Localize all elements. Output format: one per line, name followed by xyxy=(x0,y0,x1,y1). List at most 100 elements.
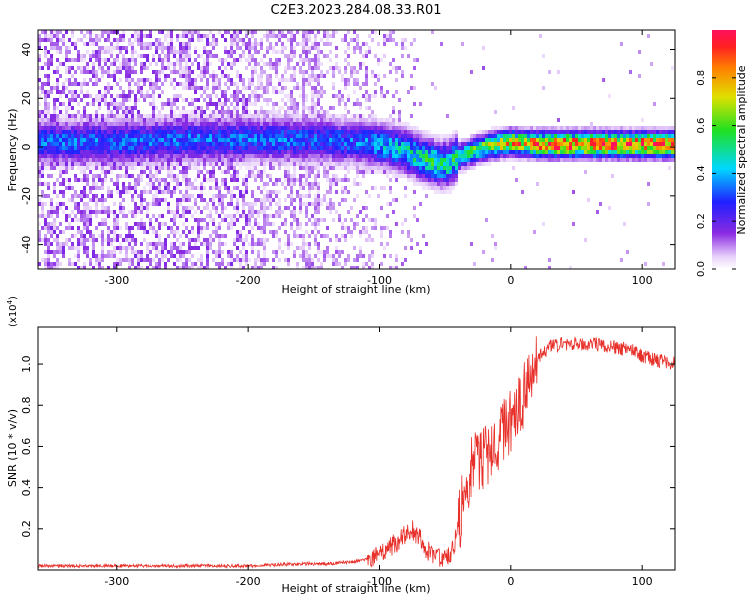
spectrogram-cell xyxy=(251,206,254,210)
spectrogram-cell xyxy=(209,94,212,98)
spectrogram-cell xyxy=(173,242,176,246)
spectrogram-cell xyxy=(371,266,374,269)
spectrogram-cell xyxy=(314,54,317,58)
spectrogram-cell xyxy=(203,98,206,102)
spectrogram-cell xyxy=(203,186,206,190)
spectrogram-cell xyxy=(368,266,371,269)
spectrogram-cell xyxy=(140,178,143,182)
spectrogram-cell xyxy=(326,170,329,174)
spectrogram-cell xyxy=(290,42,293,46)
spectrogram-cell xyxy=(314,198,317,202)
spectrogram-cell xyxy=(137,82,140,86)
spectrogram-cell xyxy=(482,46,485,50)
spectrogram-cell xyxy=(68,142,71,146)
spectrogram-cell xyxy=(62,150,65,154)
spectrogram-cell xyxy=(281,250,284,254)
spectrogram-cell xyxy=(347,134,350,138)
spectrogram-cell xyxy=(110,54,113,58)
spectrogram-cell xyxy=(383,34,386,38)
spectrogram-cell xyxy=(527,142,530,146)
spectrogram-cell xyxy=(254,162,257,166)
spectrogram-cell xyxy=(227,154,230,158)
spectrogram-cell xyxy=(317,122,320,126)
spectrogram-cell xyxy=(98,222,101,226)
spectrogram-cell xyxy=(233,98,236,102)
spectrogram-cell xyxy=(152,126,155,130)
spectrogram-cell xyxy=(233,30,236,34)
spectrogram-cell xyxy=(161,162,164,166)
spectrogram-cell xyxy=(419,146,422,150)
spectrogram-cell xyxy=(371,158,374,162)
spectrogram-cell xyxy=(338,162,341,166)
spectrogram-cell xyxy=(41,122,44,126)
spectrogram-cell xyxy=(230,126,233,130)
spectrogram-cell xyxy=(305,118,308,122)
spectrogram-cell xyxy=(110,178,113,182)
spectrogram-cell xyxy=(191,138,194,142)
spectrogram-cell xyxy=(278,178,281,182)
spectrogram-cell xyxy=(86,150,89,154)
spectrogram-cell xyxy=(329,66,332,70)
spectrogram-cell xyxy=(173,218,176,222)
spectrogram-cell xyxy=(305,266,308,269)
spectrogram-cell xyxy=(200,146,203,150)
spectrogram-cell xyxy=(257,170,260,174)
spectrogram-cell xyxy=(149,34,152,38)
spectrogram-cell xyxy=(416,162,419,166)
spectrogram-cell xyxy=(362,146,365,150)
spectrogram-cell xyxy=(266,238,269,242)
spectrogram-cell xyxy=(188,130,191,134)
spectrogram-cell xyxy=(197,150,200,154)
spectrogram-cell xyxy=(227,50,230,54)
spectrogram-cell xyxy=(227,146,230,150)
spectrogram-cell xyxy=(392,266,395,269)
spectrogram-cell xyxy=(359,122,362,126)
spectrogram-cell xyxy=(59,46,62,50)
spectrogram-cell xyxy=(413,162,416,166)
spectrogram-cell xyxy=(248,138,251,142)
spectrogram-cell xyxy=(278,206,281,210)
spectrogram-cell xyxy=(164,74,167,78)
spectrogram-cell xyxy=(53,122,56,126)
spectrogram-cell xyxy=(302,38,305,42)
spectrogram-cell xyxy=(470,150,473,154)
spectrogram-cell xyxy=(275,230,278,234)
spectrogram-cell xyxy=(266,122,269,126)
spectrogram-cell xyxy=(122,118,125,122)
spectrogram-cell xyxy=(359,106,362,110)
spectrogram-cell xyxy=(59,242,62,246)
spectrogram-cell xyxy=(236,74,239,78)
spectrogram-cell xyxy=(47,138,50,142)
spectrogram-cell xyxy=(404,146,407,150)
spectrogram-cell xyxy=(143,122,146,126)
spectrogram-cell xyxy=(59,38,62,42)
spectrogram-cell xyxy=(383,170,386,174)
spectrogram-cell xyxy=(140,130,143,134)
spectrogram-cell xyxy=(104,30,107,34)
spectrogram-cell xyxy=(443,166,446,170)
spectrogram-cell xyxy=(182,82,185,86)
spectrogram-cell xyxy=(128,58,131,62)
spectrogram-cell xyxy=(182,70,185,74)
spectrogram-cell xyxy=(317,186,320,190)
spectrogram-cell xyxy=(176,266,179,269)
spectrogram-cell xyxy=(92,266,95,269)
spectrogram-cell xyxy=(374,186,377,190)
spectrogram-cell xyxy=(149,174,152,178)
spectrogram-cell xyxy=(101,194,104,198)
spectrogram-cell xyxy=(371,218,374,222)
spectrogram-cell xyxy=(392,38,395,42)
spectrogram-cell xyxy=(521,146,524,150)
spectrogram-cell xyxy=(350,130,353,134)
spectrogram-cell xyxy=(41,138,44,142)
spectrogram-cell xyxy=(113,118,116,122)
spectrogram-cell xyxy=(248,134,251,138)
spectrogram-cell xyxy=(137,222,140,226)
spectrogram-cell xyxy=(434,190,437,194)
spectrogram-cell xyxy=(278,110,281,114)
spectrogram-cell xyxy=(47,222,50,226)
spectrogram-cell xyxy=(71,150,74,154)
spectrogram-cell xyxy=(227,130,230,134)
spectrogram-cell xyxy=(119,46,122,50)
spectrogram-cell xyxy=(56,34,59,38)
